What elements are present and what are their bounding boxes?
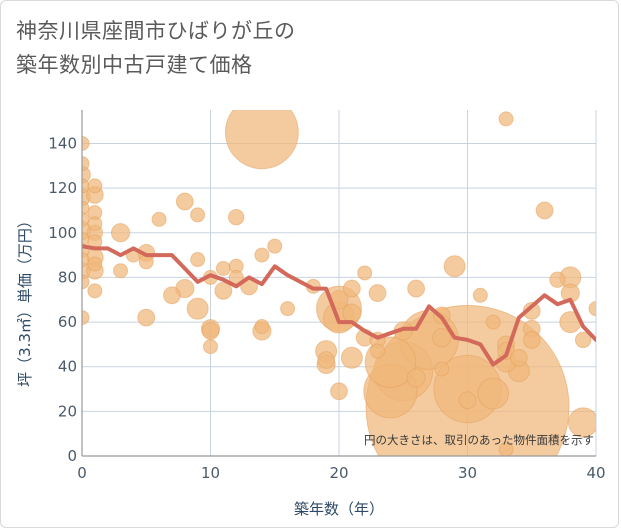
data-bubble [432, 328, 452, 348]
data-bubble [588, 301, 596, 317]
data-bubble [87, 178, 103, 194]
data-bubble [214, 281, 233, 300]
axes: 0 10 20 30 40 0 20 40 60 80 100 120 140 [48, 110, 606, 482]
size-note: 円の大きさは、取引のあった物件面積を示す [364, 433, 594, 447]
data-bubble [330, 382, 348, 401]
data-bubble [443, 255, 466, 278]
data-bubble [407, 279, 426, 298]
data-bubble [522, 331, 541, 349]
data-bubble [477, 377, 510, 410]
data-bubble [317, 351, 336, 369]
data-bubble [549, 271, 566, 288]
data-bubble [370, 343, 386, 359]
data-bubble [82, 135, 90, 151]
y-tick-label: 20 [58, 402, 77, 420]
chart-title-line-2: 築年数別中古戸建て価格 [16, 53, 253, 77]
data-bubble [267, 238, 283, 254]
x-tick-label: 30 [458, 464, 477, 482]
y-tick-label: 120 [48, 179, 77, 197]
data-bubble [458, 391, 477, 410]
data-bubble [175, 192, 194, 211]
y-tick-label: 40 [58, 358, 77, 376]
data-bubble [485, 314, 501, 330]
data-bubble [87, 283, 103, 299]
data-bubble [82, 274, 90, 290]
data-bubble [522, 302, 541, 320]
average-line-series [82, 244, 596, 367]
x-tick-label: 0 [77, 464, 87, 482]
data-bubble [280, 301, 296, 317]
data-bubble [186, 297, 209, 320]
data-bubble [137, 308, 156, 327]
data-bubble [472, 287, 488, 303]
chart-title: 神奈川県座間市ひばりが丘の 築年数別中古戸建て価格 [16, 14, 296, 82]
x-axis-label: 築年数（年） [294, 500, 384, 518]
y-tick-label: 80 [58, 268, 77, 286]
data-bubble [82, 156, 90, 172]
data-bubble [357, 265, 373, 281]
data-bubble [406, 368, 426, 388]
data-bubble [215, 260, 231, 276]
data-bubble [567, 407, 596, 438]
y-tick-label: 60 [58, 313, 77, 331]
data-bubble [190, 207, 206, 223]
data-bubble [498, 111, 514, 127]
data-bubble [510, 348, 528, 367]
data-bubble [498, 441, 514, 456]
data-bubble [113, 263, 129, 279]
data-bubble [342, 303, 362, 323]
data-bubble [87, 256, 103, 272]
data-bubble [225, 110, 299, 170]
data-bubble [82, 310, 90, 326]
x-tick-label: 40 [586, 464, 605, 482]
chart-title-line-1: 神奈川県座間市ひばりが丘の [16, 19, 296, 43]
data-bubble [340, 346, 363, 369]
data-bubble [190, 252, 206, 268]
data-bubble [203, 339, 218, 355]
data-bubble [342, 279, 361, 298]
data-bubble [368, 284, 387, 302]
average-price-line [82, 244, 596, 367]
data-bubble [434, 361, 450, 377]
y-tick-label: 140 [48, 134, 77, 152]
y-axis-label: 坪（3.3㎡）単価（万円） [16, 213, 34, 387]
data-bubble [254, 247, 270, 263]
bubble-series [82, 110, 596, 456]
x-tick-label: 20 [329, 464, 348, 482]
data-bubble [151, 211, 167, 227]
data-bubble [254, 319, 270, 335]
data-bubble [228, 208, 245, 226]
data-bubble [110, 223, 131, 243]
y-tick-label: 0 [67, 447, 77, 465]
data-bubble [201, 322, 220, 340]
data-bubble [163, 286, 181, 305]
data-bubble [87, 216, 103, 232]
data-bubble [535, 201, 554, 220]
data-bubble [574, 331, 592, 349]
x-tick-label: 10 [201, 464, 220, 482]
y-tick-label: 100 [48, 224, 77, 242]
